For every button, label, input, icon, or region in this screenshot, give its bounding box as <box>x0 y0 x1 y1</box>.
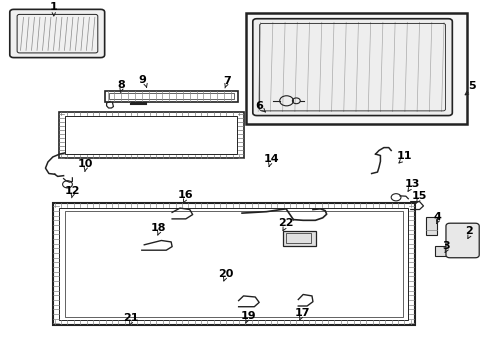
Text: 1: 1 <box>50 2 58 12</box>
Text: 6: 6 <box>255 101 263 111</box>
Bar <box>426 217 436 235</box>
Bar <box>285 233 311 243</box>
Text: 2: 2 <box>465 226 472 236</box>
Text: 4: 4 <box>433 212 441 222</box>
Text: 19: 19 <box>240 311 256 321</box>
Text: 18: 18 <box>151 222 166 233</box>
Text: 16: 16 <box>178 190 193 200</box>
Text: 11: 11 <box>396 150 412 161</box>
Text: 17: 17 <box>294 308 309 318</box>
Text: 7: 7 <box>223 76 231 86</box>
Text: 21: 21 <box>123 312 139 323</box>
Bar <box>64 211 402 317</box>
FancyBboxPatch shape <box>252 19 451 116</box>
Text: 14: 14 <box>263 154 279 164</box>
FancyBboxPatch shape <box>445 223 478 258</box>
Bar <box>53 203 414 325</box>
Text: 8: 8 <box>117 80 125 90</box>
Text: 22: 22 <box>278 218 293 228</box>
Text: 9: 9 <box>139 75 146 85</box>
Text: 5: 5 <box>467 81 475 91</box>
Text: 10: 10 <box>78 159 93 169</box>
Bar <box>434 246 447 256</box>
Text: 3: 3 <box>442 240 449 251</box>
FancyBboxPatch shape <box>10 9 104 58</box>
Text: 15: 15 <box>411 191 427 201</box>
Bar <box>245 13 466 124</box>
Text: 12: 12 <box>64 186 80 196</box>
Text: 13: 13 <box>404 179 419 189</box>
Bar <box>282 231 315 246</box>
Text: 20: 20 <box>218 269 233 279</box>
Bar <box>105 91 238 102</box>
Bar <box>109 93 234 99</box>
Bar <box>59 208 407 320</box>
